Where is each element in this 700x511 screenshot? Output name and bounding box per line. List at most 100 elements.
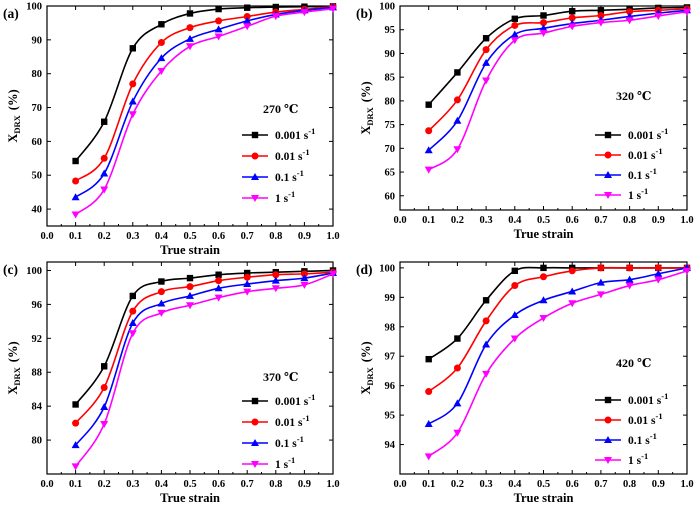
data-point: [186, 274, 194, 282]
data-point: [482, 340, 491, 348]
y-tick-label: 88: [32, 368, 43, 379]
data-point: [186, 283, 194, 291]
y-axis-label-main: X: [6, 386, 20, 395]
legend-entry: 0.001 s-1: [595, 391, 668, 407]
x-tick-label: 0.4: [155, 231, 169, 242]
y-axis-label: XDRX (%): [6, 89, 22, 142]
data-point: [186, 10, 194, 17]
legend-label-sup: -1: [650, 166, 657, 176]
data-point: [625, 282, 634, 290]
series-line: [74, 5, 334, 162]
series-0-01-s: [425, 5, 691, 135]
y-axis-label-main: X: [359, 126, 373, 135]
x-tick-label: 0.0: [40, 231, 53, 242]
y-tick-label: 90: [385, 49, 396, 60]
legend-marker: [604, 436, 612, 443]
legend-label: 0.1 s-1: [275, 168, 304, 184]
x-tick-label: 0.3: [126, 479, 139, 490]
legend-marker: [251, 152, 259, 160]
y-tick-label: 95: [385, 25, 396, 36]
temperature-label: 320 ℃: [616, 89, 651, 103]
data-point: [186, 34, 194, 42]
data-point: [100, 384, 108, 392]
data-point: [129, 45, 136, 52]
data-point: [596, 19, 605, 27]
data-point: [539, 296, 548, 304]
legend-entry: 0.01 s-1: [595, 146, 663, 162]
x-tick-label: 1.0: [326, 231, 339, 242]
data-point: [214, 33, 223, 41]
y-tick-label: 85: [385, 73, 396, 84]
data-point: [568, 287, 577, 295]
legend-marker: [251, 439, 259, 446]
x-tick-label: 0.8: [623, 479, 636, 490]
temperature-label: 270 ℃: [263, 102, 298, 116]
x-tick-label: 0.9: [652, 479, 665, 490]
legend-label-base: 0.01 s: [628, 150, 656, 162]
data-point: [100, 154, 108, 162]
data-point: [540, 273, 547, 281]
series-line: [74, 273, 334, 467]
data-point: [300, 281, 309, 289]
data-point: [272, 271, 280, 279]
data-point: [243, 273, 251, 281]
data-point: [215, 5, 222, 13]
legend-marker: [604, 457, 612, 464]
panel-label: (a): [3, 6, 19, 21]
legend-label: 0.001 s-1: [628, 126, 668, 142]
legend-label-base: 1 s: [275, 459, 289, 471]
data-point: [424, 453, 433, 461]
legend-marker: [604, 171, 612, 178]
data-point: [454, 335, 461, 342]
series-line: [74, 271, 334, 424]
data-point: [244, 4, 251, 11]
data-point: [71, 441, 80, 449]
y-tick-label: 80: [32, 69, 43, 80]
x-tick-label: 0.4: [155, 479, 169, 490]
legend-label-sup: -1: [641, 451, 648, 461]
y-tick-label: 95: [385, 411, 396, 422]
data-point: [186, 291, 194, 299]
y-tick-label: 99: [385, 293, 396, 304]
x-tick-label: 0.8: [269, 231, 282, 242]
legend-label-sup: -1: [650, 431, 657, 441]
y-axis-label-sub: DRX: [365, 106, 375, 125]
y-axis-label-main: X: [6, 134, 20, 143]
data-point: [510, 30, 519, 38]
data-point: [425, 101, 432, 108]
data-point: [128, 319, 137, 327]
series-0-001-s: [425, 264, 691, 363]
legend-entry: 0.1 s-1: [242, 434, 304, 450]
data-point: [482, 46, 490, 54]
legend-entry: 0.01 s-1: [595, 411, 663, 427]
data-point: [100, 169, 109, 177]
data-point: [157, 299, 166, 307]
x-tick-label: 0.7: [594, 215, 607, 226]
x-tick-label: 0.9: [652, 215, 665, 226]
legend-label-sup: -1: [308, 126, 315, 136]
legend-marker: [251, 397, 259, 405]
series-line: [74, 272, 334, 446]
data-point: [101, 118, 108, 125]
data-point: [511, 21, 519, 29]
legend-marker: [604, 192, 612, 199]
legend-entry: 0.001 s-1: [242, 126, 315, 142]
data-point: [215, 271, 222, 278]
y-axis-label-unit: (%): [6, 89, 20, 110]
data-point: [654, 264, 662, 272]
legend-label-sup: -1: [297, 168, 304, 178]
y-tick-label: 84: [32, 402, 43, 413]
legend-label-base: 0.001 s: [628, 395, 662, 407]
series-line: [75, 7, 334, 216]
series-line: [428, 9, 688, 151]
series-1-s: [424, 267, 691, 461]
x-tick-label: 0.7: [241, 479, 254, 490]
data-point: [128, 111, 137, 119]
data-point: [300, 274, 309, 282]
x-tick-label: 0.0: [393, 479, 406, 490]
data-point: [157, 39, 165, 47]
x-tick-label: 0.2: [98, 479, 111, 490]
legend-entry: 0.1 s-1: [595, 166, 657, 182]
data-point: [157, 54, 166, 62]
data-point: [454, 69, 461, 76]
